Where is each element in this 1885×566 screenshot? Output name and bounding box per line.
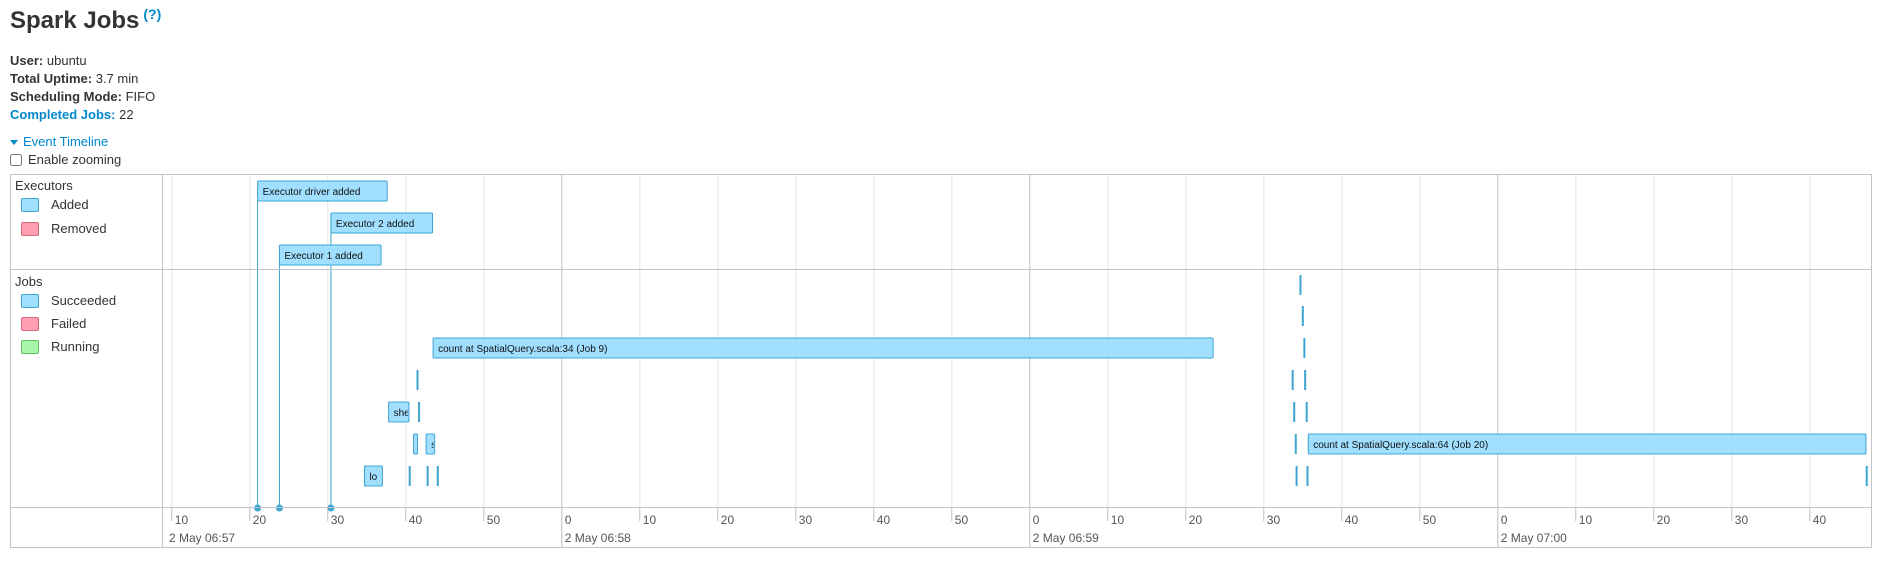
completed-jobs-link[interactable]: Completed Jobs: bbox=[10, 107, 116, 122]
executor-event-box bbox=[257, 180, 388, 202]
tick-label: 30 bbox=[799, 513, 813, 527]
minute-label: 2 May 07:00 bbox=[1501, 531, 1567, 545]
legend-succeeded-label: Succeeded bbox=[51, 293, 117, 308]
executor-event-label: Executor 2 added bbox=[336, 219, 414, 230]
legend-added: Added bbox=[21, 197, 89, 212]
minute-label: 2 May 06:59 bbox=[1033, 531, 1099, 545]
executor-event-dot bbox=[254, 504, 262, 512]
job-bar bbox=[425, 433, 436, 455]
tick-label: 10 bbox=[643, 513, 657, 527]
legend-failed-label: Failed bbox=[51, 316, 87, 331]
job-bar-label: lo bbox=[369, 472, 377, 483]
scheduling-value: FIFO bbox=[125, 89, 156, 104]
executor-event-label: Executor 1 added bbox=[284, 251, 362, 262]
tick-label: 0 bbox=[565, 513, 572, 527]
job-bar-label: count at SpatialQuery.scala:64 (Job 20) bbox=[1313, 440, 1488, 451]
event-timeline-label: Event Timeline bbox=[23, 134, 109, 149]
scheduling-label: Scheduling Mode: bbox=[10, 89, 122, 104]
tick-label: 10 bbox=[1579, 513, 1593, 527]
legend-removed-label: Removed bbox=[51, 221, 107, 236]
jobs-group-title: Jobs bbox=[15, 274, 43, 289]
tick-label: 0 bbox=[1033, 513, 1040, 527]
uptime-label: Total Uptime: bbox=[10, 71, 93, 86]
enable-zooming-row[interactable]: Enable zooming bbox=[10, 152, 121, 167]
enable-zooming-checkbox[interactable] bbox=[10, 153, 22, 166]
tick-label: 20 bbox=[721, 513, 735, 527]
axis-separator bbox=[11, 507, 1871, 508]
failed-swatch bbox=[21, 316, 39, 331]
tick-label: 50 bbox=[487, 513, 501, 527]
uptime-value: 3.7 min bbox=[95, 71, 139, 86]
executor-event-dot bbox=[275, 504, 283, 512]
tick-label: 40 bbox=[877, 513, 891, 527]
enable-zooming-label: Enable zooming bbox=[28, 152, 122, 167]
tick-label: 0 bbox=[1501, 513, 1508, 527]
executor-event-box bbox=[278, 244, 382, 266]
summary-list: User: ubuntu Total Uptime: 3.7 min Sched… bbox=[10, 52, 155, 124]
job-bar bbox=[363, 465, 383, 487]
job-bar bbox=[413, 433, 419, 455]
succeeded-swatch bbox=[21, 293, 39, 308]
legend-running-label: Running bbox=[51, 339, 100, 354]
executor-event-label: Executor driver added bbox=[263, 187, 361, 198]
user-label: User: bbox=[10, 53, 44, 68]
job-bar bbox=[388, 401, 410, 423]
page-title-text: Spark Jobs bbox=[10, 7, 140, 34]
tick-label: 50 bbox=[1423, 513, 1437, 527]
added-swatch bbox=[21, 197, 39, 212]
event-timeline: 10 20 30 40 50 0 10 20 30 40 50 0 10 20 30 40 50 0 10 20 30 4… bbox=[10, 174, 1872, 548]
tick-label: 30 bbox=[1267, 513, 1281, 527]
user-value: ubuntu bbox=[46, 53, 87, 68]
tick-label: 30 bbox=[331, 513, 345, 527]
help-link[interactable]: (?) bbox=[143, 6, 162, 22]
job-bar bbox=[1307, 433, 1867, 455]
tick-label: 10 bbox=[1111, 513, 1125, 527]
tick-label: 40 bbox=[409, 513, 423, 527]
tick-label: 40 bbox=[1345, 513, 1359, 527]
tick-label: 20 bbox=[253, 513, 267, 527]
legend-running: Running bbox=[21, 339, 99, 354]
executor-event-box bbox=[330, 212, 434, 234]
tick-label: 20 bbox=[1657, 513, 1671, 527]
legend-succeeded: Succeeded bbox=[21, 293, 116, 308]
tick-label: 50 bbox=[955, 513, 969, 527]
minute-label: 2 May 06:58 bbox=[565, 531, 631, 545]
legend-removed: Removed bbox=[21, 221, 107, 236]
caret-down-icon bbox=[10, 140, 18, 146]
tick-label: 20 bbox=[1189, 513, 1203, 527]
completed-value: 22 bbox=[119, 107, 134, 122]
page-title: Spark Jobs (?) bbox=[10, 6, 161, 35]
job-bar-label: s bbox=[431, 440, 436, 451]
summary-user: User: ubuntu bbox=[10, 52, 155, 70]
summary-completed: Completed Jobs: 22 bbox=[10, 106, 155, 124]
timeline-group-labels: Executors Added Removed Jobs Succeeded F… bbox=[11, 175, 163, 547]
removed-swatch bbox=[21, 221, 39, 236]
legend-added-label: Added bbox=[51, 197, 89, 212]
job-bar bbox=[432, 337, 1214, 359]
job-bar-label: count at SpatialQuery.scala:34 (Job 9) bbox=[438, 344, 607, 355]
event-timeline-toggle[interactable]: Event Timeline bbox=[10, 134, 108, 149]
tick-label: 10 bbox=[175, 513, 189, 527]
executor-event-dot bbox=[327, 504, 335, 512]
job-bar-label: she bbox=[394, 408, 411, 419]
executors-group-title: Executors bbox=[15, 178, 73, 193]
summary-scheduling: Scheduling Mode: FIFO bbox=[10, 88, 155, 106]
group-separator bbox=[11, 269, 1871, 270]
minute-label: 2 May 06:57 bbox=[169, 531, 235, 545]
running-swatch bbox=[21, 339, 39, 354]
legend-failed: Failed bbox=[21, 316, 86, 331]
summary-uptime: Total Uptime: 3.7 min bbox=[10, 70, 155, 88]
timeline-canvas: 10 20 30 40 50 0 10 20 30 40 50 0 10 20 30 40 50 0 10 20 30 4… bbox=[169, 175, 1868, 547]
tick-label: 40 bbox=[1813, 513, 1827, 527]
tick-label: 30 bbox=[1735, 513, 1749, 527]
